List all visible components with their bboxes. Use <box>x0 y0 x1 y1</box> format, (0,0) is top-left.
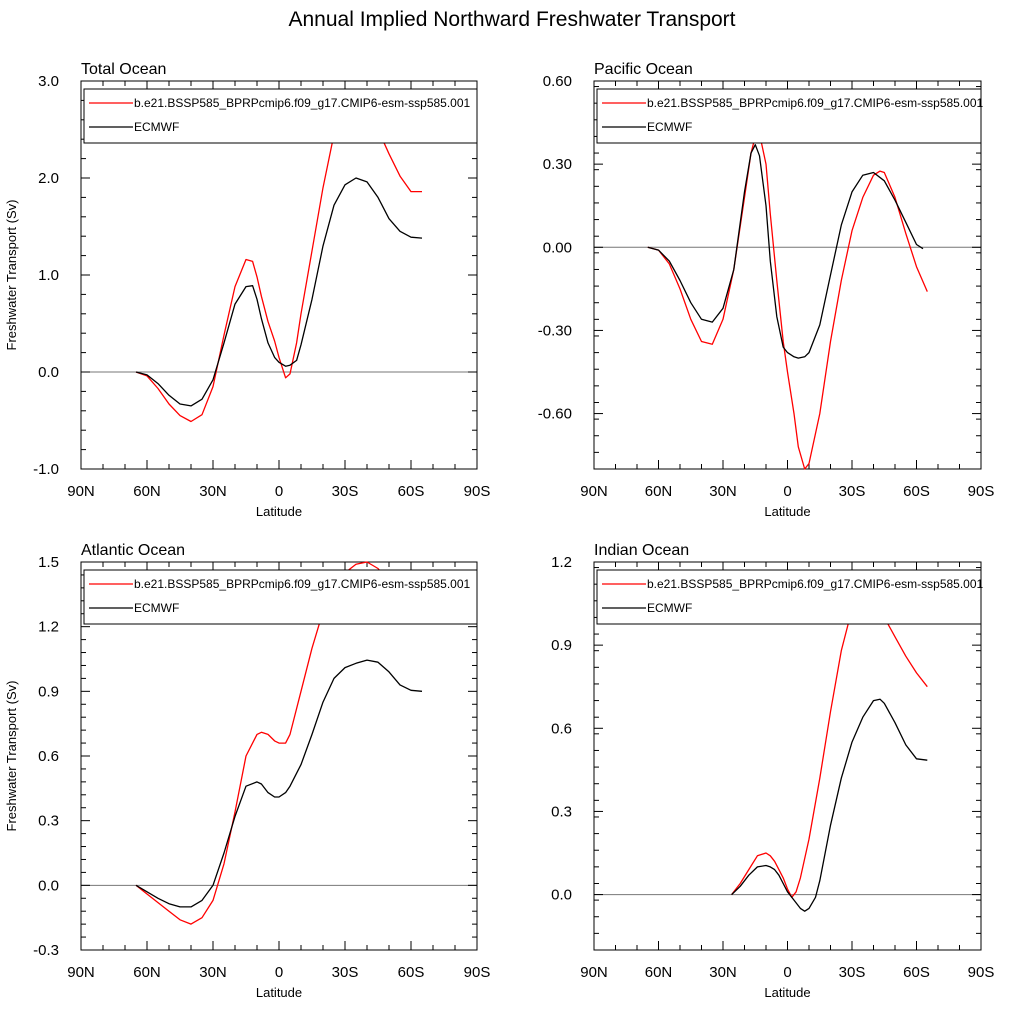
legend: b.e21.BSSP585_BPRPcmip6.f09_g17.CMIP6-es… <box>596 88 984 144</box>
y-axis-label: Freshwater Transport (Sv) <box>4 681 19 832</box>
panel-atlantic-ocean: Atlantic Ocean 90N 60N 30N 0 30S 60S 90S -0.3 0.0… <box>4 542 490 1000</box>
series-line-b-e21-bssp585-bprpcmip6-f09-g17-cmip6-esm-ssp585-001 <box>135 561 423 925</box>
x-axis-label: Latitude <box>764 985 810 1000</box>
x-tick-label: 60N <box>133 964 161 981</box>
y-tick-label: 0.3 <box>551 803 572 820</box>
legend-box <box>83 569 478 625</box>
x-tick-label: 60S <box>398 964 425 981</box>
x-tick-label: 30N <box>199 483 227 500</box>
series-line-ecmwf <box>135 659 423 908</box>
y-tick-label: 1.5 <box>38 554 59 571</box>
y-tick-label: -0.30 <box>538 322 572 339</box>
x-tick-label: 60S <box>903 964 930 981</box>
x-tick-label: 90N <box>67 483 95 500</box>
x-axis-label: Latitude <box>764 504 810 519</box>
y-tick-label: 0.9 <box>38 683 59 700</box>
series-line-b-e21-bssp585-bprpcmip6-f09-g17-cmip6-esm-ssp585-001 <box>731 591 928 898</box>
y-tick-label: 0.0 <box>38 364 59 381</box>
legend: b.e21.BSSP585_BPRPcmip6.f09_g17.CMIP6-es… <box>83 88 478 144</box>
x-tick-label: 60N <box>645 964 673 981</box>
panel-title: Total Ocean <box>81 61 166 78</box>
main-title: Annual Implied Northward Freshwater Tran… <box>288 8 735 31</box>
x-tick-label: 60N <box>133 483 161 500</box>
legend-entry: ECMWF <box>647 601 692 615</box>
y-tick-label: 0.30 <box>543 156 572 173</box>
legend: b.e21.BSSP585_BPRPcmip6.f09_g17.CMIP6-es… <box>83 569 478 625</box>
legend-entry: ECMWF <box>647 120 692 134</box>
x-axis-label: Latitude <box>256 985 302 1000</box>
legend-entry: b.e21.BSSP585_BPRPcmip6.f09_g17.CMIP6-es… <box>134 577 471 591</box>
y-tick-label: 0.00 <box>543 239 572 256</box>
legend-entry: b.e21.BSSP585_BPRPcmip6.f09_g17.CMIP6-es… <box>134 96 471 110</box>
panel-title: Indian Ocean <box>594 542 689 559</box>
y-tick-label: 1.2 <box>551 554 572 571</box>
legend-entry: b.e21.BSSP585_BPRPcmip6.f09_g17.CMIP6-es… <box>647 96 984 110</box>
x-tick-label: 30S <box>839 483 866 500</box>
y-tick-label: 1.2 <box>38 619 59 636</box>
y-tick-label: -0.3 <box>33 942 59 959</box>
x-tick-label: 30N <box>709 964 737 981</box>
panel-pacific-ocean: Pacific Ocean 90N 60N 30N 0 30S 60S 90S -0.60 -0.… <box>538 61 995 519</box>
y-tick-label: 0.6 <box>551 720 572 737</box>
x-tick-label: 90N <box>580 964 608 981</box>
panel-indian-ocean: Indian Ocean 90N 60N 30N 0 30S 60S 90S 0.0 0.3 0.6… <box>551 542 994 1000</box>
series-line-ecmwf <box>647 144 924 359</box>
x-tick-label: 0 <box>275 483 283 500</box>
x-tick-label: 0 <box>783 964 791 981</box>
y-tick-label: 0.6 <box>38 748 59 765</box>
legend-entry: b.e21.BSSP585_BPRPcmip6.f09_g17.CMIP6-es… <box>647 577 984 591</box>
y-tick-label: 2.0 <box>38 170 59 187</box>
panel-title: Atlantic Ocean <box>81 542 185 559</box>
y-axis-label: Freshwater Transport (Sv) <box>4 200 19 351</box>
x-tick-label: 30S <box>332 483 359 500</box>
y-tick-label: 0.0 <box>551 887 572 904</box>
x-tick-label: 90S <box>968 964 995 981</box>
series-line-b-e21-bssp585-bprpcmip6-f09-g17-cmip6-esm-ssp585-001 <box>647 133 928 470</box>
y-tick-label: -1.0 <box>33 461 59 478</box>
panel-title: Pacific Ocean <box>594 61 693 78</box>
y-tick-label: -0.60 <box>538 406 572 423</box>
x-tick-label: 90N <box>67 964 95 981</box>
x-tick-label: 0 <box>783 483 791 500</box>
x-tick-label: 60S <box>398 483 425 500</box>
x-tick-label: 0 <box>275 964 283 981</box>
y-tick-label: 1.0 <box>38 267 59 284</box>
panel-total-ocean: Total Ocean 90N 60N 30N 0 30S 60S 90S -1.0 0.0 1.0… <box>4 61 490 519</box>
y-tick-label: 0.60 <box>543 73 572 90</box>
x-tick-label: 90S <box>968 483 995 500</box>
x-tick-label: 90S <box>464 483 491 500</box>
x-tick-label: 30S <box>332 964 359 981</box>
x-tick-label: 30N <box>199 964 227 981</box>
legend-entry: ECMWF <box>134 601 179 615</box>
series-line-ecmwf <box>135 177 423 407</box>
y-tick-label: 3.0 <box>38 73 59 90</box>
x-tick-label: 60S <box>903 483 930 500</box>
x-tick-label: 30N <box>709 483 737 500</box>
legend-box <box>596 88 982 144</box>
legend-entry: ECMWF <box>134 120 179 134</box>
y-tick-label: 0.3 <box>38 813 59 830</box>
legend: b.e21.BSSP585_BPRPcmip6.f09_g17.CMIP6-es… <box>596 569 984 625</box>
x-tick-label: 60N <box>645 483 673 500</box>
x-tick-label: 90N <box>580 483 608 500</box>
x-axis-label: Latitude <box>256 504 302 519</box>
legend-box <box>596 569 982 625</box>
legend-box <box>83 88 478 144</box>
x-tick-label: 30S <box>839 964 866 981</box>
series-line-ecmwf <box>731 698 928 912</box>
y-tick-label: 0.0 <box>38 877 59 894</box>
y-tick-label: 0.9 <box>551 637 572 654</box>
x-tick-label: 90S <box>464 964 491 981</box>
